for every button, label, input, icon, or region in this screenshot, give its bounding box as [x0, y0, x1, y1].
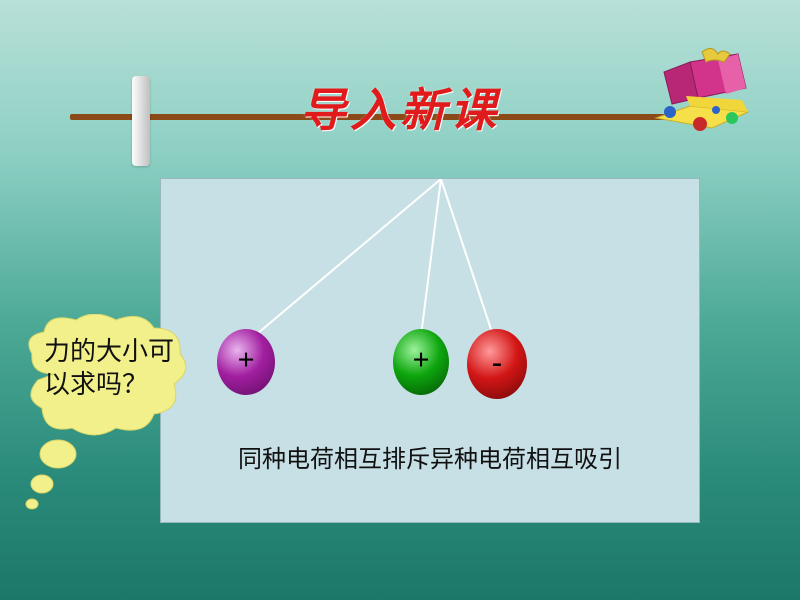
- diagram-caption: 同种电荷相互排斥异种电荷相互吸引: [161, 439, 699, 474]
- charge-ball-positive-1: +: [217, 329, 275, 395]
- charge-ball-positive-2: +: [393, 329, 449, 395]
- charge-sign: +: [412, 343, 429, 377]
- charge-ball-negative: -: [467, 329, 527, 399]
- charge-sign: -: [492, 345, 502, 379]
- slide-title: 导入新课: [70, 74, 730, 140]
- diagram-panel: + + - 同种电荷相互排斥异种电荷相互吸引: [160, 178, 700, 523]
- gift-box-icon: [646, 44, 756, 144]
- title-bar: 导入新课: [70, 70, 730, 130]
- thought-bubble-text: 力的大小可以求吗？: [44, 336, 174, 401]
- charge-sign: +: [237, 343, 254, 377]
